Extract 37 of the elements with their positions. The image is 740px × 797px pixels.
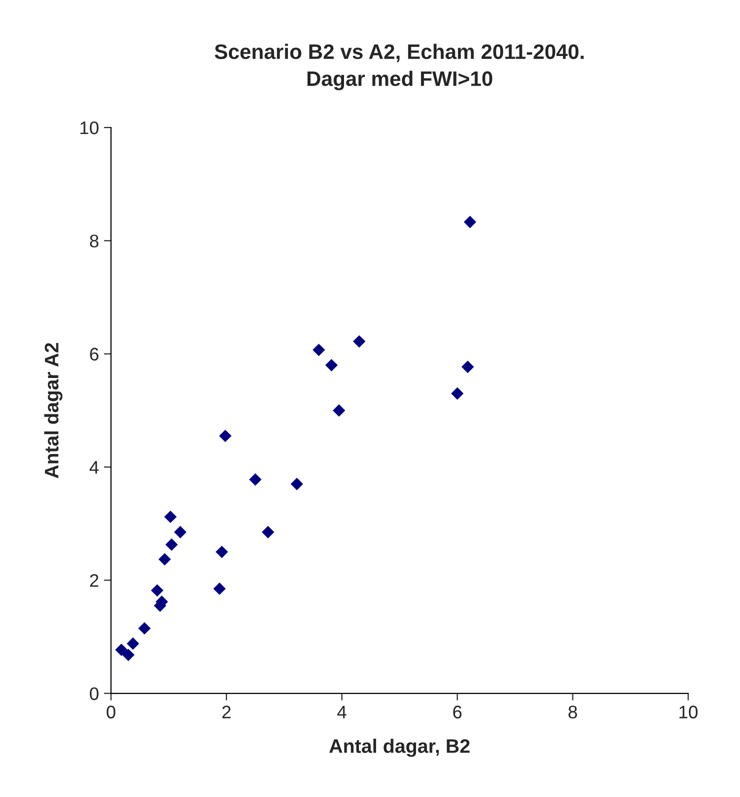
point [138,622,151,635]
x-tick-label: 0 [106,706,116,718]
point [262,526,274,538]
point [213,582,226,595]
y-tick-label: 10 [80,121,98,134]
point [158,553,171,566]
point [216,546,228,558]
point [164,510,177,524]
y-tick-label: 6 [90,348,98,361]
x-tick-label: 2 [222,706,231,718]
point [126,637,140,650]
y-tick-label: 2 [90,574,98,587]
x-tick-label: 6 [453,706,462,718]
x-axis-title: Antal dagar, B2 [329,738,470,757]
point [312,344,326,356]
y-tick-label: 8 [90,234,98,248]
point [325,358,338,372]
x-tick-label: 10 [680,706,698,718]
point [464,216,476,228]
point [249,473,262,486]
point [352,335,366,348]
point [451,387,464,400]
y-axis-title: Antal dagar A2 [44,342,62,478]
point [165,538,178,551]
point [290,478,304,490]
y-tick-label: 4 [90,461,99,474]
chart-title: Scenario B2 vs A2, Echam 2011-2040. Dagar med FWI>10 [214,44,584,90]
y-tick-label: 0 [90,687,98,700]
point [122,648,135,662]
point [219,430,232,442]
point [462,360,474,374]
x-tick-label: 4 [337,706,346,718]
x-tick-label: 8 [568,706,577,718]
point [174,526,186,538]
point [332,404,346,417]
point [115,644,128,656]
point [150,584,164,597]
